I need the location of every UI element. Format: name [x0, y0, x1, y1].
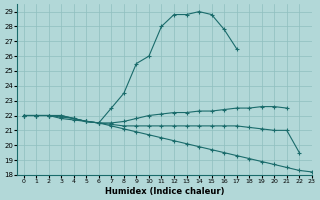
X-axis label: Humidex (Indice chaleur): Humidex (Indice chaleur): [105, 187, 224, 196]
